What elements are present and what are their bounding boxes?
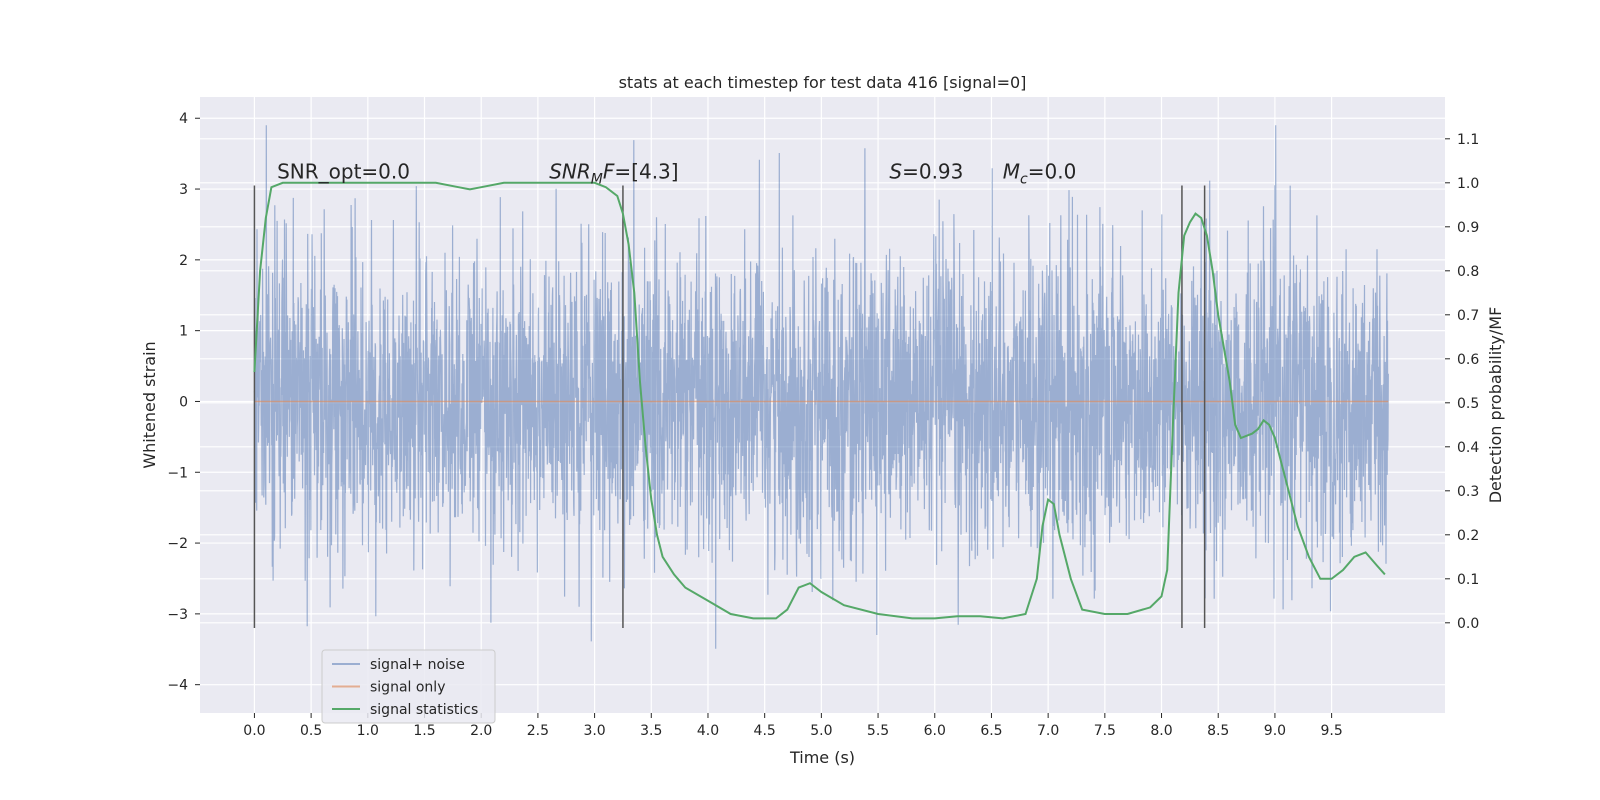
y2-tick-label: 0.7 <box>1457 308 1479 324</box>
chart-title: stats at each timestep for test data 416… <box>619 73 1027 92</box>
x-tick-label: 6.5 <box>980 723 1002 739</box>
y2-tick-label: 1.1 <box>1457 132 1479 148</box>
annotation: Mc=0.0 <box>1003 159 1077 187</box>
x-tick-label: 3.0 <box>583 723 605 739</box>
y-tick-label: −4 <box>167 678 188 694</box>
y2-tick-label: 0.8 <box>1457 264 1479 280</box>
y2-tick-label: 0.5 <box>1457 396 1479 412</box>
y-tick-label: 1 <box>179 324 188 340</box>
annotation: SNR_opt=0.0 <box>277 159 410 183</box>
x-tick-label: 7.0 <box>1037 723 1059 739</box>
x-tick-label: 5.0 <box>810 723 832 739</box>
annotations: SNR_opt=0.0 SNRMF=[4.3] S=0.93 Mc=0.0 <box>277 159 1076 187</box>
x-tick-label: 9.5 <box>1320 723 1342 739</box>
annotation: SNRMF=[4.3] <box>549 159 678 187</box>
x-tick-label: 6.0 <box>924 723 946 739</box>
y-axis-right: 0.0 0.1 0.2 0.3 0.4 0.5 0.6 0.7 0.8 0.9 1.0 1.1 <box>1445 132 1479 632</box>
x-tick-label: 1.5 <box>413 723 435 739</box>
x-tick-label: 2.0 <box>470 723 492 739</box>
x-tick-label: 3.5 <box>640 723 662 739</box>
x-tick-label: 2.5 <box>527 723 549 739</box>
y-tick-label: 3 <box>179 182 188 198</box>
y-tick-label: −1 <box>167 465 188 481</box>
x-axis-label: Time (s) <box>789 748 855 767</box>
x-tick-label: 0.5 <box>300 723 322 739</box>
x-tick-label: 9.0 <box>1264 723 1286 739</box>
x-tick-label: 5.5 <box>867 723 889 739</box>
legend-label: signal statistics <box>370 702 478 718</box>
x-tick-label: 7.5 <box>1094 723 1116 739</box>
noise-line <box>253 125 1389 649</box>
x-tick-label: 8.5 <box>1207 723 1229 739</box>
stats-series <box>253 181 1386 620</box>
legend-box <box>321 649 496 724</box>
y2-axis-label: Detection probability/MF <box>1486 307 1505 504</box>
x-tick-label: 4.5 <box>754 723 776 739</box>
y2-tick-label: 1.0 <box>1457 176 1479 192</box>
x-tick-label: 0.0 <box>243 723 265 739</box>
y-tick-label: −3 <box>167 607 188 623</box>
y-tick-label: 0 <box>179 394 188 410</box>
y2-tick-label: 0.2 <box>1457 528 1479 544</box>
noise-series <box>253 125 1389 649</box>
y2-tick-label: 0.0 <box>1457 616 1479 632</box>
y2-tick-label: 0.6 <box>1457 352 1479 368</box>
y-tick-label: 2 <box>179 253 188 269</box>
x-axis: 0.0 0.5 1.0 1.5 2.0 2.5 3.0 3.5 4.0 4.5 5.0 5.5 6.0 6… <box>243 713 1343 739</box>
y-axis-left: −4 −3 −2 −1 0 1 2 3 4 <box>167 111 200 694</box>
x-tick-label: 1.0 <box>357 723 379 739</box>
y2-tick-label: 0.3 <box>1457 484 1479 500</box>
legend-label: signal+ noise <box>370 657 465 673</box>
legend: signal+ noise signal only signal statistic… <box>321 649 496 724</box>
y-tick-label: 4 <box>179 111 188 127</box>
y2-tick-label: 0.4 <box>1457 440 1479 456</box>
legend-label: signal only <box>370 680 445 696</box>
y-axis-label: Whitened strain <box>140 341 159 468</box>
x-tick-label: 4.0 <box>697 723 719 739</box>
marker-lines <box>253 185 1206 629</box>
annotation: S=0.93 <box>889 159 963 183</box>
stats-line <box>253 181 1386 620</box>
x-tick-label: 8.0 <box>1150 723 1172 739</box>
y-tick-label: −2 <box>167 536 188 552</box>
y2-tick-label: 0.9 <box>1457 220 1479 236</box>
y2-tick-label: 0.1 <box>1457 572 1479 588</box>
